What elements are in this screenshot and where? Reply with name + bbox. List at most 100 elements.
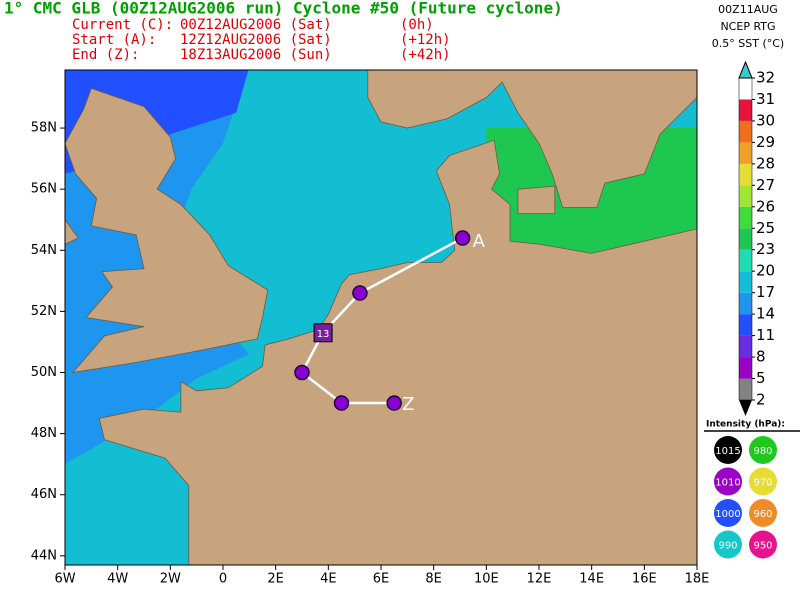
x-tick-label: 12E	[527, 572, 552, 587]
x-tick-label: 0	[219, 572, 227, 587]
track-marker-label: 13	[317, 329, 330, 340]
colorbar-label: 31	[756, 90, 775, 108]
x-tick-label: 2W	[160, 572, 181, 587]
legend-label: 1015	[715, 446, 740, 457]
y-tick-label: 44N	[31, 548, 57, 563]
colorbar-label: 30	[756, 111, 775, 129]
colorbar-band	[739, 142, 752, 164]
x-tick-label: 14E	[579, 572, 604, 587]
header-text: Current (C):	[72, 17, 173, 33]
colorbar-label: 27	[756, 176, 775, 194]
y-tick-label: 50N	[31, 365, 57, 380]
legend-swatch	[714, 530, 742, 559]
header-text: End (Z):	[72, 47, 139, 63]
colorbar-band	[739, 378, 752, 400]
legend-swatch	[749, 530, 777, 559]
colorbar-title-line: 00Z11AUG	[718, 3, 778, 16]
y-tick-label: 46N	[31, 487, 57, 502]
ireland	[65, 219, 79, 306]
colorbar-arrow-bottom	[739, 400, 752, 416]
colorbar-title-line: 0.5° SST (°C)	[712, 37, 784, 50]
colorbar-band	[739, 206, 752, 229]
colorbar-band	[739, 163, 752, 186]
start-label: A	[473, 231, 486, 252]
map	[65, 70, 697, 565]
colorbar-band	[739, 120, 752, 143]
x-tick-label: 6E	[373, 572, 390, 587]
legend-label: 990	[718, 541, 737, 552]
x-tick-label: 10E	[474, 572, 499, 587]
legend-label: 960	[753, 509, 772, 520]
track-point	[352, 285, 368, 301]
colorbar-title: 00Z11AUG NCEP RTG 0.5° SST (°C)	[712, 3, 784, 50]
colorbar-label: 17	[756, 283, 775, 301]
colorbar-label: 25	[756, 219, 775, 237]
x-tick-label: 8E	[425, 572, 442, 587]
colorbar-label: 29	[756, 133, 775, 151]
colorbar-arrow-top	[738, 60, 753, 79]
colorbar-band	[739, 78, 752, 100]
britain	[65, 87, 269, 374]
legend-label: 970	[753, 478, 772, 489]
header-text: (+42h)	[400, 47, 451, 63]
track-line	[300, 236, 464, 405]
colorbar-label: 23	[756, 240, 775, 258]
y-tick-label: 52N	[31, 304, 57, 319]
y-tick-label: 48N	[31, 426, 57, 441]
colorbar-label: 20	[756, 262, 775, 280]
x-tick-label: 18E	[685, 572, 710, 587]
legend-label: 950	[753, 541, 772, 552]
colorbar-band	[739, 314, 752, 336]
colorbar-band	[739, 271, 752, 293]
header-text: 18Z13AUG2006 (Sun)	[180, 47, 332, 63]
colorbar-band	[739, 185, 752, 207]
legend-swatch	[714, 467, 742, 496]
x-tick-label: 6W	[54, 572, 75, 587]
legend-label: 1000	[715, 509, 740, 520]
legend-swatch	[749, 467, 777, 496]
x-tick-label: 4W	[107, 572, 128, 587]
intensity-legend: Intensity (hPa): 1015 980 1010 970 1000 960 990…	[704, 420, 800, 559]
y-tick-label: 56N	[31, 182, 57, 197]
legend-swatch	[749, 436, 777, 464]
header-text: (0h)	[400, 17, 434, 33]
y-tick-label: 54N	[31, 243, 57, 258]
x-tick-label: 4E	[320, 572, 337, 587]
colorbar-band	[739, 99, 752, 121]
track: 13 A Z	[294, 230, 486, 415]
colorbar-label: 26	[756, 197, 775, 215]
zealand	[517, 185, 556, 215]
colorbar-frame	[738, 77, 753, 401]
header-text: 00Z12AUG2006 (Sat)	[180, 17, 332, 33]
colorbar-label: 32	[756, 69, 775, 87]
track-marker	[313, 323, 333, 343]
header-text: 12Z12AUG2006 (Sat)	[180, 32, 332, 48]
colorbar-label: 14	[756, 305, 775, 323]
legend-title: Intensity (hPa):	[706, 420, 785, 430]
colorbar-band	[739, 292, 752, 315]
legend-swatch	[714, 499, 742, 527]
colorbar-label: 2	[756, 391, 766, 409]
header-text: (+12h)	[400, 32, 451, 48]
y-tick-label: 58N	[31, 121, 57, 136]
scandinavia	[367, 70, 697, 208]
colorbar-band	[739, 357, 752, 379]
header-lines: Current (C): 00Z12AUG2006 (Sat) (0h) Start …	[72, 17, 451, 63]
colorbar-label: 28	[756, 154, 775, 172]
legend-label: 1010	[715, 478, 740, 489]
track-point	[454, 230, 471, 246]
colorbar-label: 8	[756, 348, 766, 366]
track-point	[386, 395, 402, 411]
legend-swatch	[749, 499, 777, 527]
x-tick-label: 16E	[632, 572, 657, 587]
legend-label: 980	[753, 446, 772, 457]
colorbar-band	[739, 335, 752, 358]
axes: 6W 4W 2W 0 2E 4E 6E 8E 10E 12E 14E 16E 18E 44N 46N 48N 5…	[31, 121, 710, 587]
colorbar-label: 5	[756, 369, 766, 387]
title: 1° CMC GLB (00Z12AUG2006 run) Cyclone #5…	[4, 0, 563, 18]
track-point	[333, 395, 350, 411]
colorbar-band	[739, 228, 752, 250]
colorbar-label: 11	[756, 326, 775, 344]
